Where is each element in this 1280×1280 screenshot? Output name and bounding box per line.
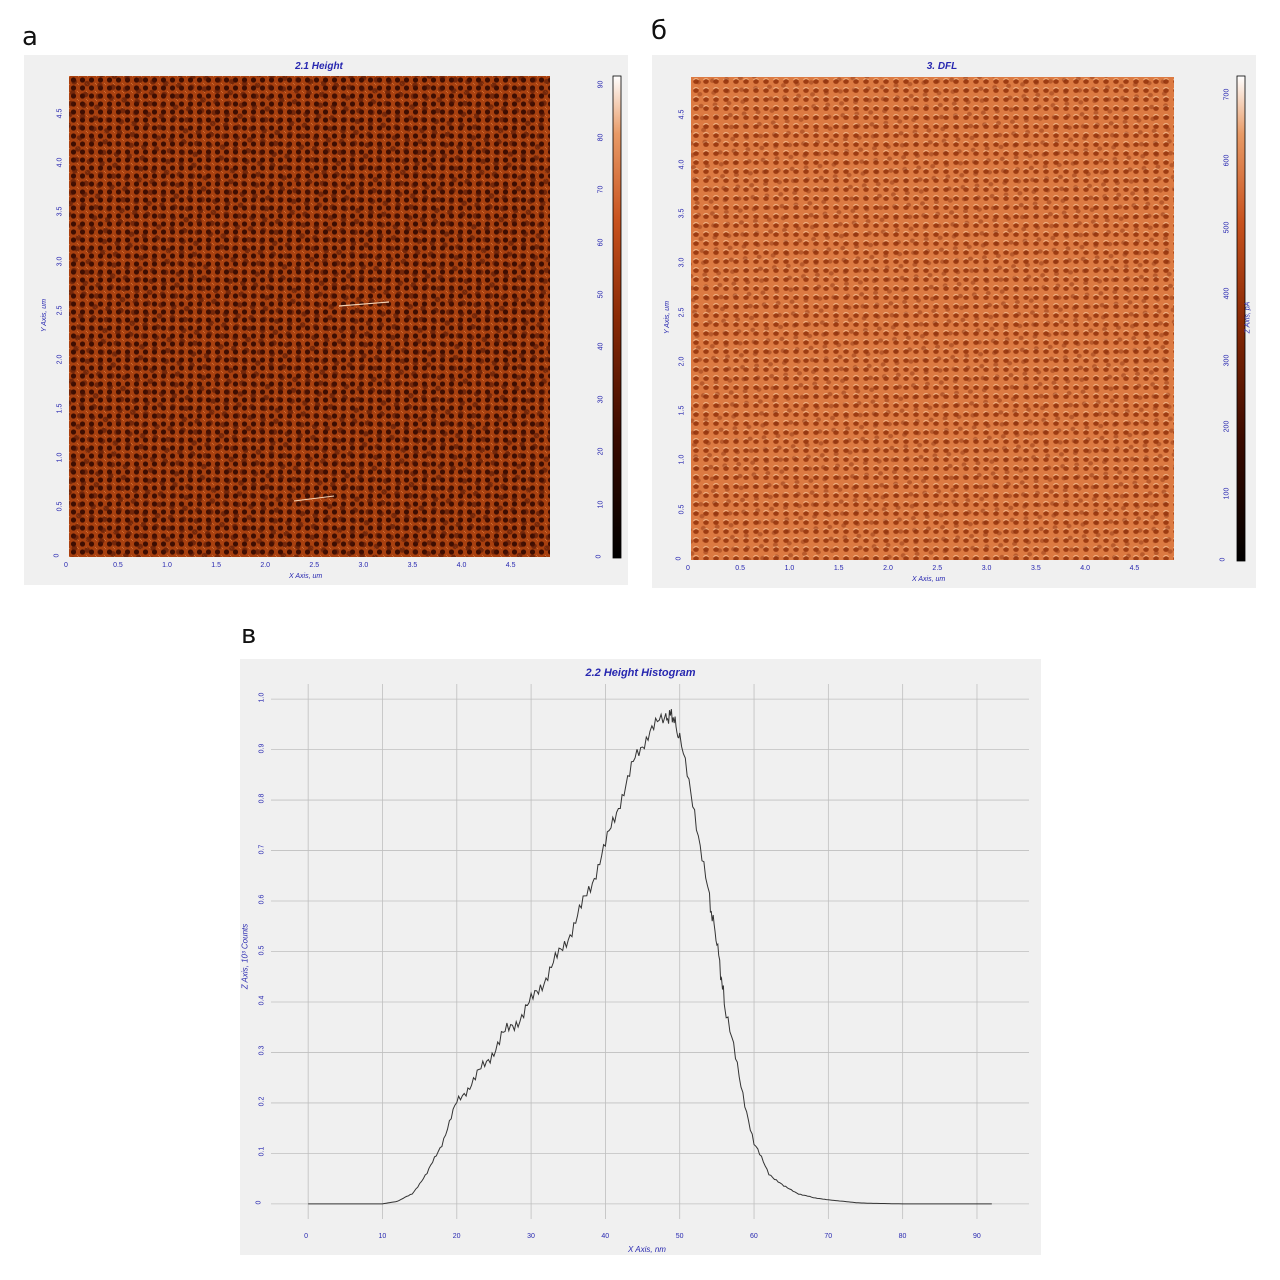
height-map-plot (69, 76, 550, 557)
height-map-ylabel: Y Axis, um (41, 298, 49, 333)
dfl-map-xtick: 2.0 (883, 565, 893, 572)
height-map-ytick: 4.5 (56, 108, 64, 119)
dfl-map-colorbar (1236, 75, 1246, 562)
panel-label-c: в (241, 620, 257, 650)
dfl-map-ztick: 700 (1223, 88, 1231, 101)
histogram-xtick: 80 (898, 1233, 907, 1240)
dfl-map-zlabel: Z Axis, pA (1244, 301, 1252, 334)
height-map-ytick: 2.0 (56, 354, 64, 365)
histogram-xtick: 60 (750, 1233, 758, 1240)
histogram-grid (271, 684, 1029, 1219)
dfl-map-ztick: 100 (1223, 487, 1231, 499)
height-map-xtick: 1.5 (211, 562, 221, 569)
histogram-curve (308, 709, 992, 1205)
height-map-ztick: 20 (597, 447, 605, 456)
height-map-ytick: 4.0 (56, 157, 64, 168)
height-map-ztick: 50 (597, 290, 605, 299)
dfl-map-ytick: 3.5 (678, 208, 686, 219)
histogram-ytick: 0.2 (258, 1096, 266, 1107)
dfl-map-xtick: 0.5 (735, 565, 746, 572)
histogram-ytick: 0.3 (258, 1046, 266, 1056)
height-map-title: 2.1 Height (295, 61, 343, 72)
height-map-xtick: 3.5 (407, 562, 418, 569)
dfl-map-xtick: 2.5 (932, 565, 943, 572)
height-map-ytick: 2.5 (56, 305, 64, 315)
dfl-map-ytick: 3.0 (678, 257, 686, 268)
height-map-ytick: 1.5 (56, 403, 64, 414)
histogram-title: 2.2 Height Histogram (585, 667, 696, 679)
histogram-xlabel: X Axis, nm (628, 1245, 666, 1254)
histogram-ytick: 0.7 (258, 844, 266, 854)
histogram-xtick: 0 (304, 1233, 309, 1240)
height-map-xtick: 3.0 (358, 562, 369, 569)
height-map-xtick: 0.5 (113, 562, 123, 569)
dfl-map-ytick: 0.5 (678, 504, 686, 515)
histogram-ytick: 0.8 (258, 793, 266, 804)
height-map-ztick: 60 (597, 238, 605, 247)
histogram-ytick: 0.6 (258, 894, 266, 905)
dfl-map-xlabel: X Axis, um (912, 576, 946, 583)
dfl-map-ytick: 4.5 (678, 110, 686, 120)
height-map-xlabel: X Axis, um (289, 573, 323, 580)
dfl-map-ztick: 500 (1223, 221, 1231, 234)
dfl-map-xtick: 1.0 (784, 565, 795, 572)
dfl-map-ylabel: Y Axis, um (664, 300, 672, 335)
dfl-map-xtick: 3.5 (1031, 565, 1041, 572)
height-map-ytick: 3.5 (56, 207, 64, 217)
histogram-xtick: 30 (527, 1233, 535, 1240)
dfl-map-ztick: 400 (1223, 287, 1231, 300)
height-map-ytick: 1.0 (56, 452, 64, 463)
histogram-ytick: 1.0 (258, 692, 266, 703)
height-map-ztick: 70 (597, 185, 605, 194)
dfl-map-ytick: 4.0 (678, 159, 686, 170)
dfl-map-ytick: 2.5 (678, 307, 686, 317)
dfl-map-ztick: 300 (1223, 354, 1231, 367)
histogram-ytick: 0 (255, 1200, 263, 1205)
height-map-xtick: 4.0 (456, 562, 467, 569)
histogram-ytick: 0.1 (258, 1147, 266, 1157)
panel-label-b: б (651, 16, 668, 46)
dfl-map-xtick: 1.5 (833, 565, 844, 572)
histogram-xtick: 50 (675, 1233, 684, 1240)
dfl-map-xtick: 3.0 (981, 565, 992, 572)
height-map-xtick: 4.5 (505, 562, 516, 569)
histogram-plot (271, 684, 1029, 1219)
height-map-xtick: 2.0 (260, 562, 271, 569)
height-map-ytick: 0 (53, 553, 61, 558)
panel-label-a: а (22, 22, 38, 52)
height-map-ztick: 30 (597, 395, 605, 404)
histogram-xtick: 20 (452, 1233, 461, 1240)
dfl-map-ytick: 1.5 (678, 405, 686, 416)
histogram-xtick: 70 (824, 1233, 833, 1240)
dfl-map-ztick: 200 (1223, 420, 1231, 433)
dfl-map-title: 3. DFL (926, 61, 958, 72)
histogram-ytick: 0.5 (258, 945, 266, 955)
height-map-ztick: 80 (597, 133, 605, 142)
dfl-map-xtick: 4.0 (1080, 565, 1091, 572)
height-map-xtick: 2.5 (309, 562, 320, 569)
histogram-ytick: 0.9 (258, 743, 266, 753)
height-map-ytick: 3.0 (56, 256, 64, 266)
height-map-ztick: 90 (597, 81, 605, 89)
height-map-xtick: 1.0 (162, 562, 172, 569)
histogram-ylabel: Z Axis, 10³ Counts (240, 923, 250, 990)
dfl-map-ytick: 2.0 (678, 356, 686, 367)
height-map-xtick: 0 (64, 562, 68, 569)
histogram-xtick: 90 (972, 1233, 981, 1240)
dfl-map-plot (691, 77, 1174, 560)
height-map-ytick: 0.5 (56, 501, 64, 512)
dfl-map-ztick: 0 (1219, 557, 1227, 562)
height-map-ztick: 0 (595, 554, 603, 559)
dfl-map-ytick: 0 (675, 556, 683, 561)
height-map-ztick: 10 (597, 500, 605, 508)
dfl-map-xtick: 0 (686, 565, 690, 572)
dfl-map-xtick: 4.5 (1129, 565, 1140, 572)
histogram-xtick: 40 (601, 1233, 610, 1240)
histogram-ytick: 0.4 (258, 995, 266, 1006)
histogram-xtick: 10 (378, 1233, 387, 1240)
height-map-colorbar (612, 75, 622, 559)
dfl-map-ytick: 1.0 (678, 455, 686, 465)
height-map-ztick: 40 (597, 343, 605, 351)
dfl-map-ztick: 600 (1223, 155, 1231, 167)
